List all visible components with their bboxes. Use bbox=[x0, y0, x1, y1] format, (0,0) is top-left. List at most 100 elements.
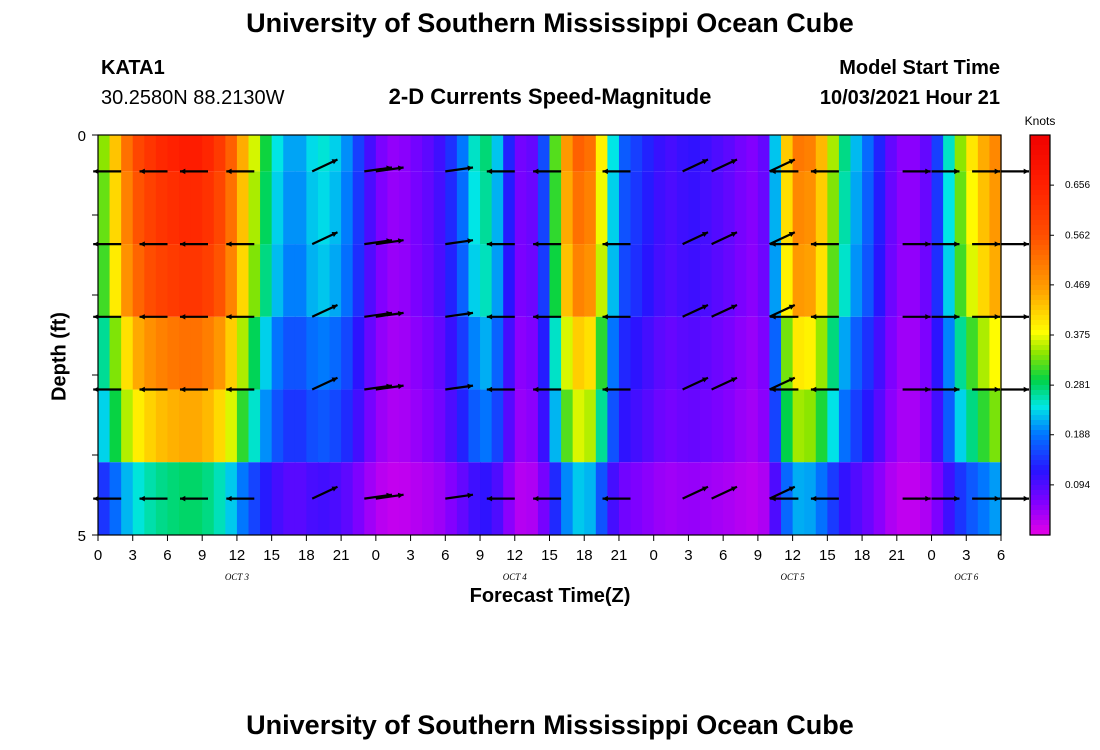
heatmap-cell bbox=[561, 462, 574, 535]
heatmap-cell bbox=[306, 135, 319, 172]
heatmap-cell bbox=[260, 462, 273, 535]
heatmap-cell bbox=[248, 171, 261, 245]
current-vector-arrow bbox=[770, 386, 799, 393]
colorbar-segment bbox=[1030, 410, 1050, 416]
colorbar-segment bbox=[1030, 195, 1050, 201]
heatmap-cell bbox=[943, 389, 956, 463]
heatmap-cell bbox=[433, 135, 446, 172]
heatmap-cell bbox=[433, 244, 446, 317]
heatmap-cell bbox=[561, 244, 574, 317]
heatmap-cell bbox=[827, 389, 840, 463]
heatmap-cell bbox=[850, 171, 863, 245]
heatmap-cell bbox=[885, 171, 898, 245]
heatmap-cell bbox=[792, 171, 805, 245]
heatmap-cell bbox=[306, 316, 319, 390]
heatmap-cell bbox=[456, 135, 470, 172]
heatmap-cell bbox=[514, 389, 527, 463]
x-tick-label: 0 bbox=[94, 547, 102, 564]
heatmap-cell bbox=[618, 135, 632, 172]
heatmap-cell bbox=[838, 171, 852, 245]
x-tick-label: 12 bbox=[229, 547, 246, 564]
heatmap-cell bbox=[422, 389, 435, 463]
current-vector-arrow bbox=[769, 376, 796, 391]
current-vector-arrow bbox=[375, 238, 404, 246]
heatmap-cell bbox=[804, 462, 817, 535]
colorbar-segment bbox=[1030, 290, 1050, 296]
heatmap-cell bbox=[642, 389, 655, 463]
colorbar-segment bbox=[1030, 395, 1050, 401]
colorbar-segment bbox=[1030, 165, 1050, 171]
x-tick-label: 15 bbox=[541, 547, 558, 564]
heatmap-cell bbox=[190, 135, 203, 172]
current-vector-arrow bbox=[486, 314, 515, 320]
heatmap-cell bbox=[757, 462, 771, 535]
heatmap-cell bbox=[341, 135, 354, 172]
heatmap-cell bbox=[989, 135, 1002, 172]
current-vector-arrow bbox=[902, 241, 931, 247]
heatmap-cell bbox=[642, 171, 655, 245]
heatmap-cell bbox=[491, 171, 504, 245]
heatmap-cell bbox=[943, 244, 956, 317]
heatmap-cell bbox=[514, 462, 527, 535]
heatmap-cell bbox=[607, 389, 620, 463]
heatmap-cell bbox=[433, 462, 446, 535]
heatmap-cell bbox=[248, 316, 261, 390]
current-vector-arrow bbox=[311, 231, 338, 246]
current-vector-arrow bbox=[180, 241, 208, 247]
current-vector-arrow bbox=[533, 386, 562, 393]
heatmap-cell bbox=[896, 135, 909, 172]
heatmap-cell bbox=[98, 244, 111, 317]
heatmap-cell bbox=[410, 244, 423, 317]
heatmap-cell bbox=[885, 135, 898, 172]
heatmap-cell bbox=[144, 244, 157, 317]
heatmap-cell bbox=[248, 389, 261, 463]
heatmap-cell bbox=[98, 316, 111, 390]
heatmap-cell bbox=[885, 244, 898, 317]
heatmap-cell bbox=[526, 135, 539, 172]
heatmap-cell bbox=[503, 171, 516, 245]
heatmap-cell bbox=[850, 389, 863, 463]
current-vector-arrow bbox=[226, 495, 255, 502]
heatmap-cell bbox=[873, 244, 886, 317]
heatmap-cell bbox=[352, 316, 365, 390]
heatmap-cell bbox=[468, 462, 481, 535]
heatmap-cell bbox=[954, 316, 967, 390]
colorbar-segment bbox=[1030, 275, 1050, 281]
x-tick-label: 9 bbox=[754, 547, 762, 564]
heatmap-cell bbox=[375, 135, 389, 172]
heatmap-cell bbox=[862, 462, 875, 535]
heatmap-cell bbox=[584, 316, 597, 390]
heatmap-cell bbox=[954, 244, 967, 317]
heatmap-cell bbox=[642, 135, 655, 172]
heatmap-cell bbox=[167, 244, 180, 317]
heatmap-cell bbox=[781, 171, 794, 245]
current-vector-arrow bbox=[770, 241, 799, 247]
heatmap-cell bbox=[919, 389, 933, 463]
heatmap-cell bbox=[676, 135, 690, 172]
x-tick-label: 0 bbox=[927, 547, 935, 564]
heatmap-cell bbox=[468, 244, 481, 317]
heatmap-cell bbox=[387, 389, 400, 463]
heatmap-cell bbox=[271, 135, 284, 172]
colorbar-segment bbox=[1030, 380, 1050, 386]
heatmap-cell bbox=[896, 316, 909, 390]
heatmap-cell bbox=[387, 316, 400, 390]
bottom-title: University of Southern Mississippi Ocean… bbox=[246, 710, 854, 740]
heatmap-cell bbox=[271, 462, 284, 535]
current-vector-arrow bbox=[931, 168, 960, 175]
heatmap-cell bbox=[838, 389, 852, 463]
current-vector-arrow bbox=[311, 485, 338, 500]
heatmap-cell bbox=[213, 244, 226, 317]
current-vector-arrow bbox=[902, 168, 931, 175]
heatmap-cell bbox=[584, 244, 597, 317]
current-vector-arrow bbox=[533, 314, 562, 320]
current-vector-arrow bbox=[902, 386, 931, 393]
heatmap-cell bbox=[364, 389, 377, 463]
current-vector-arrow bbox=[139, 314, 168, 320]
heatmap-cell bbox=[919, 135, 933, 172]
current-vector-arrow bbox=[769, 158, 796, 173]
current-vector-arrow bbox=[180, 495, 208, 502]
heatmap-cell bbox=[456, 389, 470, 463]
y-tick-label: 0 bbox=[78, 128, 86, 145]
current-vector-arrow bbox=[711, 376, 738, 391]
